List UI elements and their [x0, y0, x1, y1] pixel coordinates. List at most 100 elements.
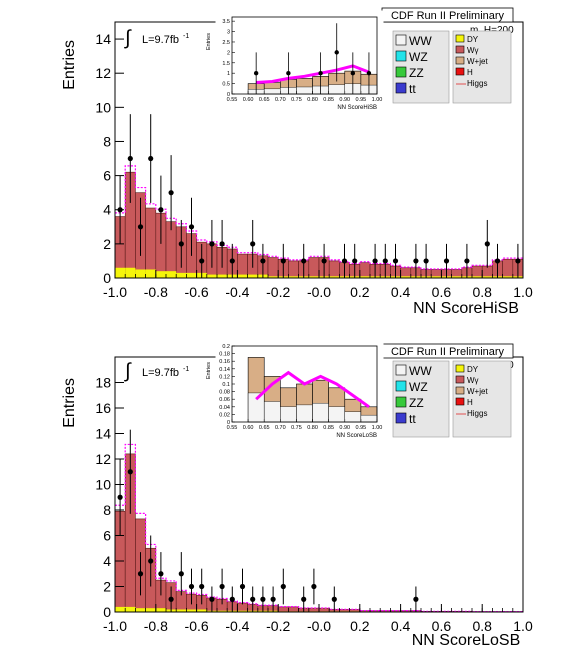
data-point [169, 597, 174, 602]
data-point [179, 241, 184, 246]
inset-ww-bar [345, 412, 361, 422]
dy-bar [135, 269, 145, 278]
inset-y-tick-label: 0.12 [219, 374, 230, 380]
y-tick-label: 12 [95, 451, 111, 467]
data-point [158, 207, 163, 212]
inset-data-point [367, 71, 371, 75]
inset-ww-bar [329, 85, 345, 94]
inset-y-tick-label: 0.08 [219, 390, 230, 396]
data-point [393, 258, 398, 263]
legend-label: Higgs [467, 409, 487, 418]
legend-swatch [456, 365, 464, 372]
legend-label: WZ [409, 50, 428, 64]
inset-data-point [318, 71, 322, 75]
data-point [230, 258, 235, 263]
inset-y-axis-label: Entries [206, 362, 212, 379]
x-tick-label: -0.6 [185, 284, 209, 300]
inset-y-tick-label: 1.5 [222, 61, 230, 67]
legend-swatch [396, 413, 406, 423]
data-point [301, 258, 306, 263]
x-tick-label: -0.2 [266, 618, 290, 634]
x-tick-label: -0.4 [225, 284, 249, 300]
higgs-band [115, 444, 523, 611]
inset-x-tick-label: 0.95 [356, 97, 367, 103]
data-point [464, 258, 469, 263]
data-point [444, 258, 449, 263]
inset-y-tick-label: 0 [227, 92, 230, 98]
data-point [220, 241, 225, 246]
inset-y-tick-label: 1 [227, 71, 230, 77]
legend-label: Higgs [467, 79, 487, 88]
inset-ww-bar [329, 407, 345, 422]
inset-y-tick-label: 3.5 [222, 19, 230, 25]
data-point [373, 258, 378, 263]
x-tick-label: 0.4 [391, 284, 411, 300]
legend-swatch [456, 376, 464, 383]
data-point [250, 597, 255, 602]
x-tick-label: 0.2 [350, 284, 370, 300]
data-point [250, 241, 255, 246]
inset-x-axis-label: NN ScoreHiSB [337, 105, 377, 111]
legend-swatch [396, 397, 406, 407]
data-point [301, 597, 306, 602]
data-point [332, 597, 337, 602]
inset-ww-bar [313, 403, 329, 422]
inset-x-tick-label: 0.90 [339, 425, 350, 431]
legend-swatch [396, 51, 406, 61]
x-tick-label: 0.2 [350, 618, 370, 634]
data-point [230, 597, 235, 602]
inset-ww-bar [361, 415, 377, 422]
dy-bar [115, 607, 125, 612]
data-point [322, 258, 327, 263]
data-point [128, 156, 133, 161]
data-point [240, 584, 245, 589]
data-point [352, 258, 357, 263]
legend-label: W+jet [467, 57, 488, 66]
dy-bar [156, 608, 166, 612]
inset-x-tick-label: 0.70 [275, 97, 286, 103]
x-tick-label: 0.6 [432, 284, 452, 300]
stack-bar [309, 258, 319, 278]
legend-label: W+jet [467, 387, 488, 396]
inset-x-tick-label: 0.65 [259, 97, 270, 103]
inset-y-tick-label: 0 [227, 420, 230, 426]
x-tick-label: 1.0 [513, 284, 533, 300]
integral-sign: ∫ [124, 27, 132, 49]
data-point [281, 584, 286, 589]
inset-ww-bar [264, 89, 280, 94]
dy-bar [125, 607, 135, 612]
dy-bar [115, 268, 125, 278]
legend-swatch [456, 46, 464, 53]
inset-y-tick-label: 0.04 [219, 405, 230, 411]
dy-bar [125, 268, 135, 278]
data-point [138, 224, 143, 229]
data-point [169, 190, 174, 195]
stack-bar [278, 607, 288, 612]
inset-x-tick-label: 0.75 [291, 425, 302, 431]
dy-bar [146, 269, 156, 278]
data-point [515, 258, 520, 263]
data-point [424, 258, 429, 263]
stack-bar [503, 259, 513, 278]
inset-x-tick-label: 0.80 [307, 97, 318, 103]
y-tick-label: 14 [95, 426, 111, 442]
data-point [485, 241, 490, 246]
inset-x-tick-label: 0.85 [323, 425, 334, 431]
data-point [128, 469, 133, 474]
lumi-label: L=9.7fb [142, 34, 179, 46]
dy-bar [217, 275, 227, 278]
inset-y-axis-label: Entries [206, 33, 212, 50]
y-tick-label: 10 [95, 99, 111, 115]
y-tick-label: 0 [103, 604, 111, 620]
data-point [220, 584, 225, 589]
y-tick-label: 12 [95, 65, 111, 81]
y-tick-label: 16 [95, 400, 111, 416]
inset-x-tick-label: 0.60 [243, 97, 254, 103]
inset-x-tick-label: 0.95 [356, 425, 367, 431]
integral-sign: ∫ [124, 360, 132, 382]
stack-bar [146, 208, 156, 278]
x-tick-label: -1.0 [103, 284, 127, 300]
